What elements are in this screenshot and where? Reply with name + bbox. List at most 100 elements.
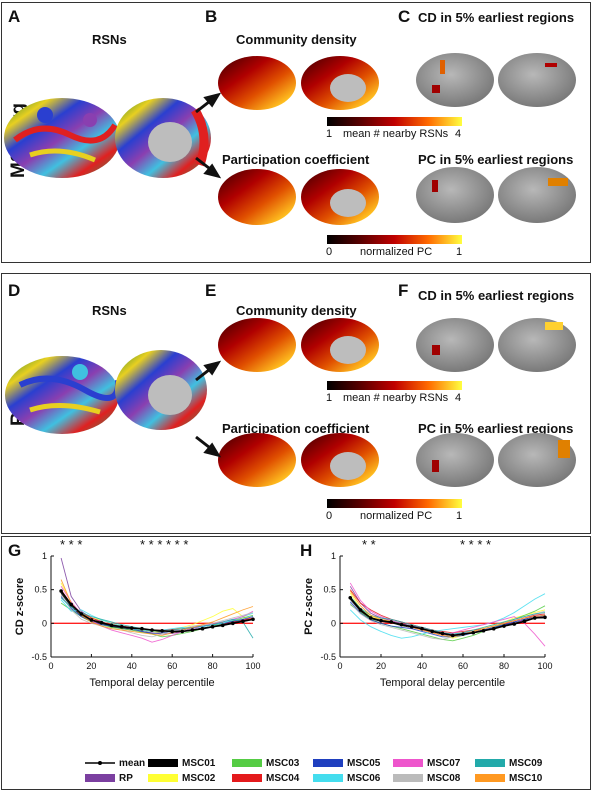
series-line-msc05 — [349, 601, 546, 638]
colorbar-pc-top-label: normalized PC — [360, 246, 433, 258]
x-tick-label: 0 — [337, 661, 342, 671]
mean-point — [461, 632, 465, 636]
mean-point — [471, 630, 476, 635]
legend-label-mean: mean — [119, 758, 145, 769]
pc-earliest-title-c: PC in 5% earliest regions — [418, 152, 574, 167]
brain-rsn-medial-d — [115, 350, 207, 430]
mean-point — [160, 628, 164, 633]
mean-point — [180, 629, 185, 634]
y-tick-label: 1 — [331, 551, 336, 561]
mean-point — [79, 612, 84, 616]
significance-stars: * * — [362, 537, 376, 552]
mean-point — [99, 620, 104, 625]
panel-box-rp — [1, 273, 591, 534]
legend-swatch-msc05 — [313, 759, 343, 767]
legend-swatch-msc04 — [232, 774, 262, 782]
mean-point — [399, 622, 404, 627]
brain-rsn-lateral-a — [4, 98, 120, 178]
mean-point — [512, 622, 517, 626]
mean-point — [109, 623, 114, 628]
cd-earliest-title-c: CD in 5% earliest regions — [418, 10, 575, 25]
brain-cd-earliest-medial-f — [498, 318, 576, 372]
y-tick-label: 1 — [42, 551, 47, 561]
y-tick-label: 0.5 — [34, 585, 47, 595]
brain-cd-lateral-b — [218, 56, 296, 110]
x-tick-label: 0 — [48, 661, 53, 671]
brain-pc-earliest-lateral-f — [416, 433, 494, 487]
brain-pc-earliest-lateral-c — [416, 167, 494, 223]
mean-point — [140, 626, 144, 631]
mean-point — [251, 617, 255, 622]
legend-label-msc02: MSC02 — [182, 773, 216, 784]
colorbar-cd-mid-max: 4 — [455, 392, 462, 404]
x-tick-label: 20 — [86, 661, 96, 671]
colorbar-cd-top-max: 4 — [455, 128, 462, 140]
colorbar-pc-top-max: 1 — [456, 246, 463, 258]
mean-point — [420, 626, 424, 631]
cd-title-e: Community density — [236, 303, 357, 318]
series-line-msc06 — [349, 593, 546, 639]
x-tick-label: 40 — [127, 661, 137, 671]
rsns-title-a: RSNs — [92, 32, 127, 47]
brain-pc-medial-b — [301, 169, 379, 225]
legend-swatch-msc07 — [393, 759, 423, 767]
mean-point — [190, 628, 195, 632]
mean-point — [150, 628, 154, 632]
series-line-rp — [349, 586, 545, 635]
colorbar-pc-mid — [327, 499, 462, 508]
y-tick-label: 0 — [331, 618, 336, 628]
mean-point — [231, 621, 235, 626]
cd-title-b: Community density — [236, 32, 357, 47]
panel-letter-h: H — [300, 541, 313, 560]
mean-point — [89, 618, 94, 622]
panel-letter-e: E — [205, 281, 217, 300]
legend-label-msc04: MSC04 — [266, 773, 300, 784]
colorbar-cd-top-min: 1 — [326, 128, 333, 140]
mean-point — [368, 616, 373, 620]
x-tick-label: 80 — [499, 661, 509, 671]
y-tick-label: -0.5 — [320, 652, 336, 662]
pc-title-b: Participation coefficient — [222, 152, 370, 167]
mean-point — [69, 602, 73, 607]
legend-label-msc05: MSC05 — [347, 758, 381, 769]
colorbar-pc-top-min: 0 — [326, 246, 333, 258]
panel-letter-g: G — [8, 541, 22, 560]
y-tick-label: 0.5 — [323, 585, 336, 595]
legend-label-msc01: MSC01 — [182, 758, 216, 769]
colorbar-cd-top — [327, 117, 462, 126]
panel-box-charts — [1, 536, 591, 790]
mean-point — [241, 619, 245, 624]
cd-earliest-title-f: CD in 5% earliest regions — [418, 288, 575, 303]
legend-label-rp: RP — [119, 773, 133, 784]
arrow-up-top — [195, 92, 222, 114]
legend-swatch-rp — [85, 774, 115, 782]
arrow-down-mid — [195, 435, 222, 458]
y-tick-label: -0.5 — [31, 652, 47, 662]
series-line-msc10 — [349, 590, 546, 638]
legend-swatch-msc09 — [475, 759, 505, 767]
legend-label-msc07: MSC07 — [427, 758, 461, 769]
significance-stars: * * * * — [460, 537, 491, 552]
pc-earliest-title-f: PC in 5% earliest regions — [418, 421, 574, 436]
series-line-msc08 — [60, 594, 254, 638]
mean-point — [200, 626, 205, 631]
mean-point — [532, 616, 537, 620]
mean-point — [59, 589, 63, 593]
series-line-msc09 — [349, 596, 546, 635]
mean-point — [358, 608, 363, 612]
colorbar-cd-top-label: mean # nearby RSNs — [343, 128, 449, 140]
brain-pc-lateral-e — [218, 433, 296, 487]
mean-point — [409, 624, 414, 629]
brain-pc-earliest-medial-f — [498, 433, 576, 487]
rsns-title-d: RSNs — [92, 303, 127, 318]
brain-cd-earliest-lateral-f — [416, 318, 494, 372]
colorbar-cd-mid-label: mean # nearby RSNs — [343, 392, 449, 404]
legend-label-msc10: MSC10 — [509, 773, 543, 784]
brain-cd-lateral-e — [218, 318, 296, 372]
mean-point — [130, 626, 134, 630]
panel-letter-f: F — [398, 281, 409, 300]
y-tick-label: 0 — [42, 618, 47, 628]
mean-point — [220, 623, 225, 628]
mean-point — [522, 619, 527, 624]
